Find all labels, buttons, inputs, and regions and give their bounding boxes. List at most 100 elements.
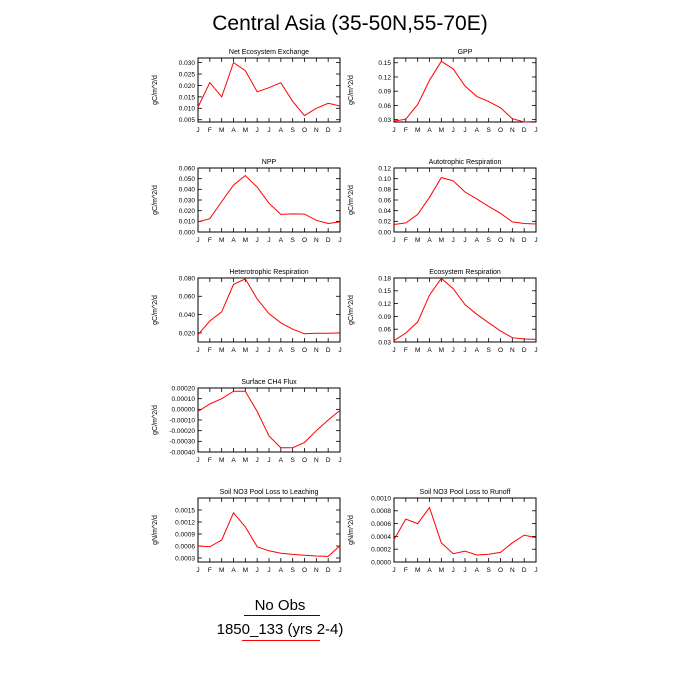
y-tick-label: 0.08 <box>378 187 391 194</box>
x-tick-label: A <box>231 347 236 354</box>
x-tick-label: O <box>302 457 307 464</box>
x-tick-label: J <box>256 457 259 464</box>
y-axis-label: gC/m^2/d <box>348 295 355 325</box>
x-tick-label: J <box>267 567 270 574</box>
y-tick-label: 0.050 <box>179 176 196 183</box>
x-tick-label: J <box>267 457 270 464</box>
y-axis-label: gC/m^2/d <box>152 295 159 325</box>
y-tick-label: 0.010 <box>179 219 196 226</box>
y-tick-label: 0.020 <box>179 208 196 215</box>
y-tick-label: 0.12 <box>378 74 391 81</box>
legend-run-line <box>242 640 320 641</box>
x-tick-label: J <box>338 457 341 464</box>
x-tick-label: A <box>427 237 432 244</box>
panel-title: Surface CH4 Flux <box>241 379 297 386</box>
x-tick-label: N <box>510 567 515 574</box>
y-tick-label: 0.00020 <box>172 385 196 392</box>
panel-title: NPP <box>262 159 277 166</box>
series-line <box>197 511 341 557</box>
x-tick-label: F <box>208 567 212 574</box>
x-tick-label: S <box>290 457 295 464</box>
x-tick-label: F <box>404 347 408 354</box>
x-tick-label: D <box>326 457 331 464</box>
series-line <box>393 60 537 123</box>
x-tick-label: M <box>219 127 224 134</box>
panel-title: GPP <box>458 49 473 56</box>
x-tick-label: N <box>314 347 319 354</box>
x-tick-label: J <box>463 347 466 354</box>
x-tick-label: M <box>219 567 224 574</box>
x-tick-label: F <box>404 127 408 134</box>
y-axis-label: gC/m^2/d <box>152 405 159 435</box>
panel-title: Soil NO3 Pool Loss to Leaching <box>220 489 319 496</box>
y-tick-label: 0.0003 <box>175 555 195 562</box>
y-tick-label: -0.00040 <box>169 449 195 456</box>
x-tick-label: D <box>522 237 527 244</box>
x-tick-label: J <box>534 347 537 354</box>
plot-frame <box>393 497 537 563</box>
y-tick-label: 0.020 <box>179 83 196 90</box>
x-tick-label: A <box>475 347 480 354</box>
y-tick-label: 0.005 <box>179 117 196 124</box>
y-tick-label: 0.15 <box>378 288 391 295</box>
x-tick-label: M <box>415 347 420 354</box>
x-tick-label: A <box>475 567 480 574</box>
y-tick-label: -0.00010 <box>169 417 195 424</box>
x-tick-label: J <box>452 347 455 354</box>
y-tick-label: 0.0000 <box>371 559 391 566</box>
x-tick-label: F <box>404 567 408 574</box>
y-tick-label: 0.0006 <box>175 543 195 550</box>
x-tick-label: J <box>452 127 455 134</box>
x-tick-label: J <box>338 237 341 244</box>
x-tick-label: F <box>208 237 212 244</box>
plot-frame <box>197 497 341 563</box>
x-tick-label: M <box>219 347 224 354</box>
x-tick-label: M <box>243 567 248 574</box>
x-tick-label: O <box>498 567 503 574</box>
x-tick-label: A <box>231 457 236 464</box>
y-tick-label: 0.0009 <box>175 531 195 538</box>
chart-panel: Ecosystem Respiration gC/m^2/d 0.03 0.06 0.0… <box>348 269 538 354</box>
x-tick-label: J <box>338 127 341 134</box>
x-tick-label: F <box>208 347 212 354</box>
y-axis-label: gC/m^2/d <box>152 185 159 215</box>
x-tick-label: J <box>267 347 270 354</box>
y-tick-label: 0.0010 <box>371 495 391 502</box>
y-tick-label: 0.03 <box>378 339 391 346</box>
y-tick-label: 0.060 <box>179 294 196 301</box>
x-tick-label: A <box>475 127 480 134</box>
x-tick-label: A <box>279 457 284 464</box>
x-tick-label: S <box>290 237 295 244</box>
y-tick-label: 0.0012 <box>175 519 195 526</box>
x-tick-label: A <box>279 237 284 244</box>
x-tick-label: A <box>427 567 432 574</box>
x-tick-label: J <box>267 237 270 244</box>
chart-panel: Autotrophic Respiration gC/m^2/d 0.00 0.02 0… <box>348 159 538 244</box>
chart-panel: Net Ecosystem Exchange gC/m^2/d 0.005 0.010… <box>152 49 342 134</box>
y-tick-label: 0.060 <box>179 165 196 172</box>
x-tick-label: D <box>326 567 331 574</box>
y-tick-label: 0.04 <box>378 208 391 215</box>
y-tick-label: 0.020 <box>179 330 196 337</box>
x-tick-label: O <box>498 127 503 134</box>
y-tick-label: 0.12 <box>378 301 391 308</box>
y-tick-label: 0.10 <box>378 176 391 183</box>
x-tick-label: N <box>510 347 515 354</box>
y-tick-label: 0.06 <box>378 327 391 334</box>
y-tick-label: 0.00 <box>378 229 391 236</box>
y-tick-label: 0.09 <box>378 314 391 321</box>
chart-panel: Surface CH4 Flux gC/m^2/d -0.00040 -0.00030… <box>152 379 342 464</box>
x-tick-label: S <box>486 567 491 574</box>
series-line <box>197 174 341 225</box>
x-tick-label: D <box>326 127 331 134</box>
x-tick-label: D <box>522 127 527 134</box>
x-tick-label: M <box>439 347 444 354</box>
y-tick-label: 0.0004 <box>371 534 391 541</box>
x-tick-label: D <box>326 237 331 244</box>
x-tick-label: A <box>279 127 284 134</box>
x-tick-label: J <box>534 127 537 134</box>
x-tick-label: J <box>256 237 259 244</box>
y-tick-label: 0.03 <box>378 117 391 124</box>
y-tick-label: -0.00030 <box>169 439 195 446</box>
